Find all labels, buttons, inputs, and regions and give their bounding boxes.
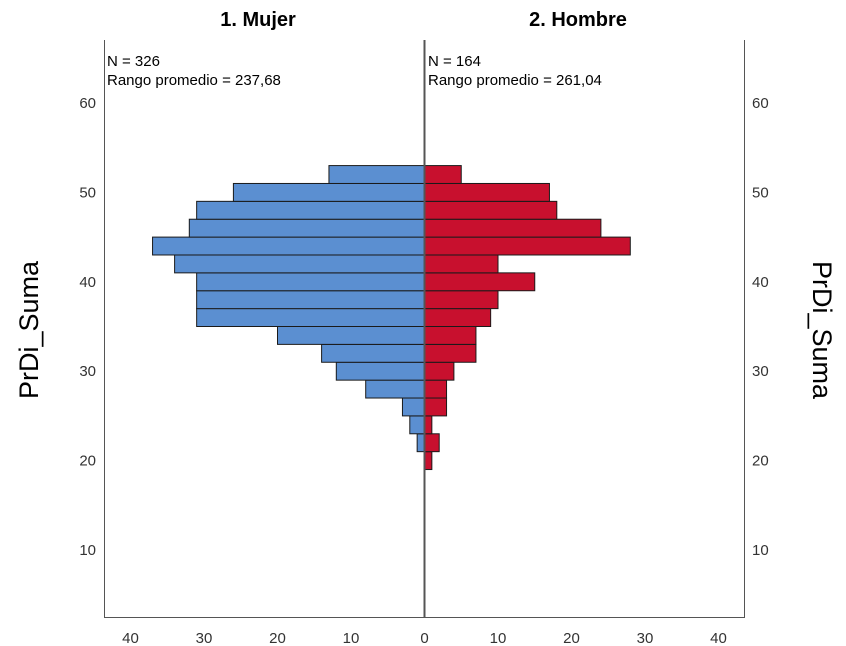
bar-right-50 [424, 182, 550, 202]
y-tick-right-40: 40 [752, 274, 769, 291]
bar-left-40 [196, 272, 425, 292]
panel-title-right: 2. Hombre [529, 9, 627, 31]
bar-left-34 [277, 326, 425, 345]
bar-right-22 [424, 433, 440, 453]
bar-left-44 [152, 236, 426, 256]
bar-right-36 [424, 308, 492, 327]
y-axis-title-left: PrDi_Suma [14, 260, 44, 399]
bar-left-24 [409, 415, 425, 435]
x-tick-1: 30 [196, 630, 213, 646]
x-tick-4: 0 [420, 630, 428, 646]
x-tick-8: 40 [710, 630, 727, 646]
bar-right-28 [424, 379, 448, 399]
bar-left-48 [196, 200, 425, 220]
n-label-right: N = 164 [428, 53, 481, 70]
y-tick-right-30: 30 [752, 363, 769, 380]
bar-right-26 [424, 397, 448, 417]
x-tick-6: 20 [563, 630, 580, 646]
y-tick-left-60: 60 [79, 95, 96, 112]
y-tick-right-20: 20 [752, 453, 769, 470]
mean-rank-right: Rango promedio = 261,04 [428, 72, 602, 89]
n-label-left: N = 326 [107, 53, 160, 70]
bar-left-26 [401, 397, 426, 417]
y-tick-right-50: 50 [752, 184, 769, 201]
bar-left-28 [365, 379, 426, 399]
x-tick-5: 10 [490, 630, 507, 646]
y-tick-left-30: 30 [79, 363, 96, 380]
bar-right-44 [424, 236, 631, 256]
bar-left-36 [196, 308, 425, 327]
y-ticks-left: 10 20 30 40 50 60 [79, 95, 96, 559]
bar-left-42 [174, 254, 425, 274]
x-tick-0: 40 [122, 630, 139, 646]
y-ticks-right: 10 20 30 40 50 60 [752, 95, 769, 559]
bar-right-48 [424, 200, 558, 220]
y-tick-right-60: 60 [752, 95, 769, 112]
x-tick-3: 10 [343, 630, 360, 646]
y-tick-left-50: 50 [79, 184, 96, 201]
bar-right-42 [424, 254, 499, 274]
mean-rank-left: Rango promedio = 237,68 [107, 72, 281, 89]
x-tick-2: 20 [269, 630, 286, 646]
bar-right-20 [424, 451, 433, 471]
y-tick-left-10: 10 [79, 542, 96, 559]
bar-right-30 [424, 361, 455, 381]
bar-left-52 [328, 165, 426, 184]
x-ticks: 40 30 20 10 0 10 20 30 40 [122, 630, 727, 646]
bar-right-32 [424, 343, 477, 363]
x-tick-7: 30 [637, 630, 654, 646]
bar-left-32 [321, 343, 426, 363]
bar-left-50 [232, 182, 425, 202]
bar-right-46 [424, 218, 602, 238]
bar-right-34 [424, 326, 477, 345]
bar-right-38 [424, 290, 499, 310]
bar-left-46 [188, 218, 425, 238]
y-tick-left-20: 20 [79, 453, 96, 470]
bar-right-24 [424, 415, 433, 435]
y-tick-left-40: 40 [79, 274, 96, 291]
bars-group [152, 165, 631, 471]
bar-left-30 [335, 361, 425, 381]
bar-right-52 [424, 165, 462, 184]
panel-title-left: 1. Mujer [220, 9, 296, 31]
bar-right-40 [424, 272, 536, 292]
y-tick-right-10: 10 [752, 542, 769, 559]
bar-left-38 [196, 290, 425, 310]
y-axis-title-right: PrDi_Suma [807, 261, 837, 400]
bar-left-22 [416, 433, 425, 453]
